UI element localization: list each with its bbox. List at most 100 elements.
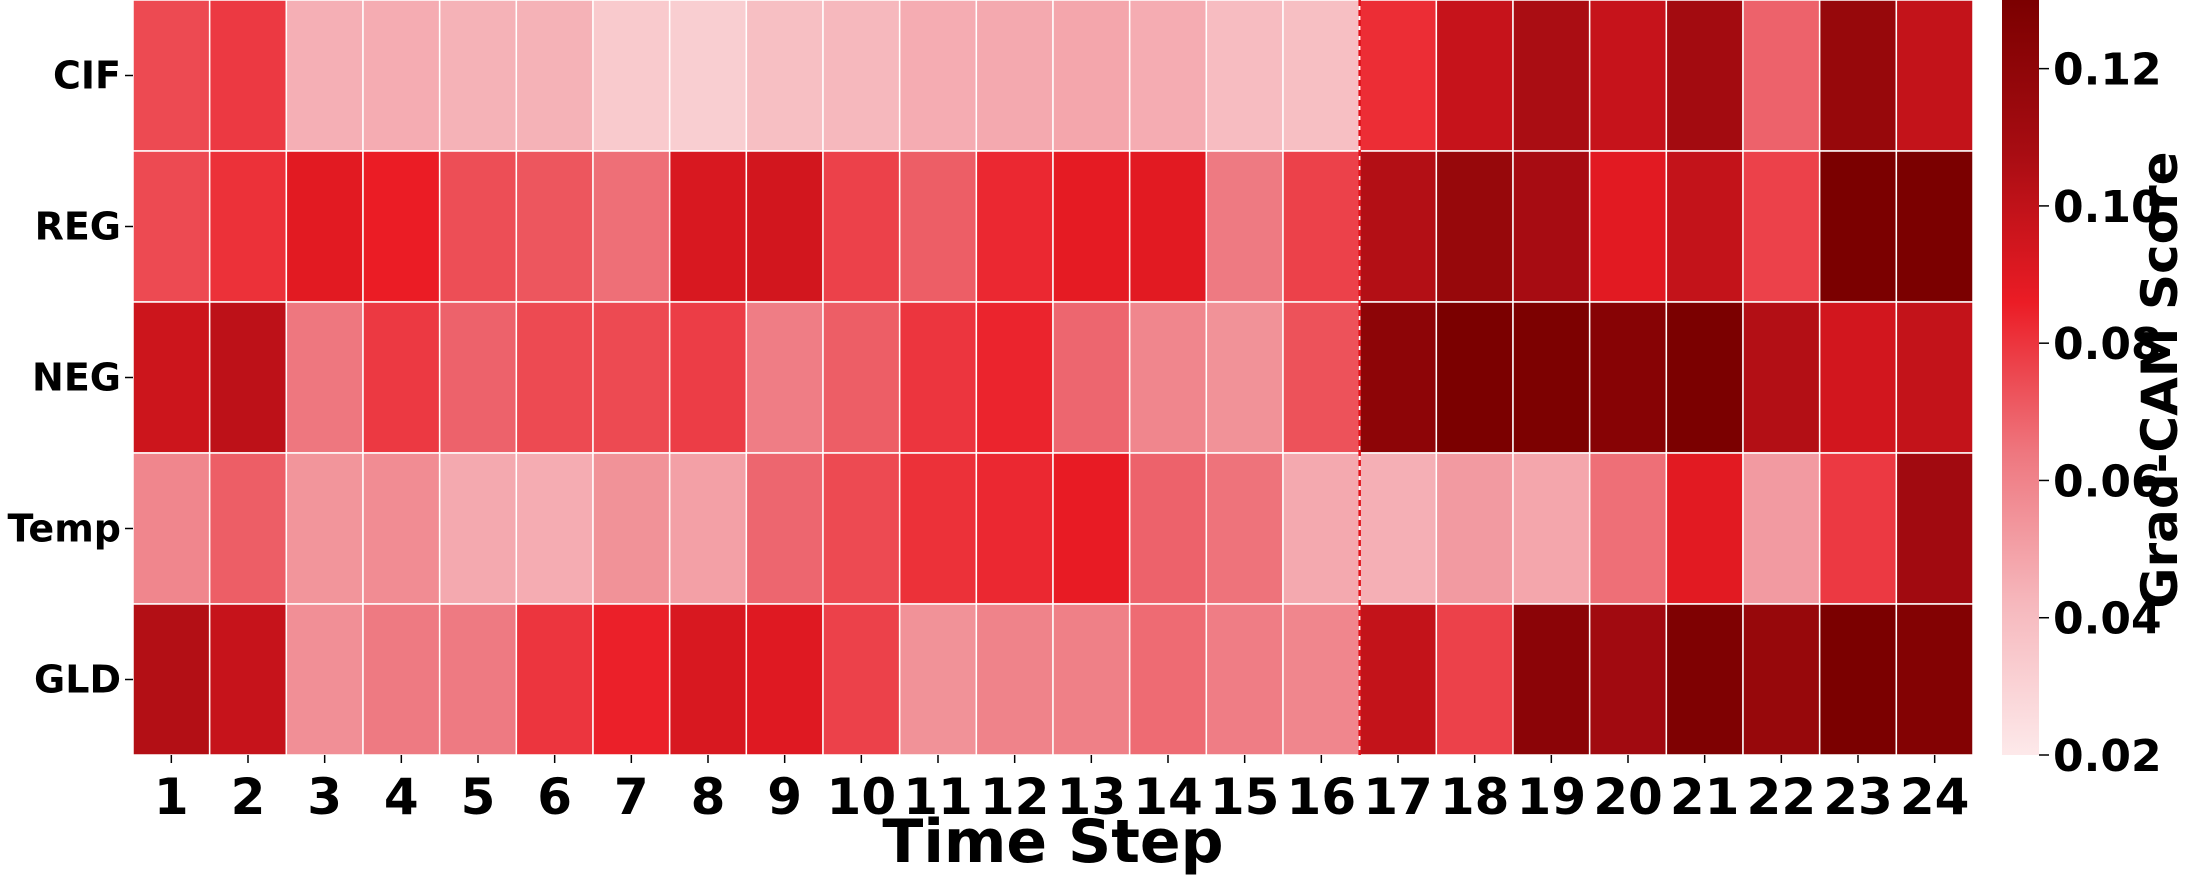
colorbar-tick-label: 0.04 [2053,594,2162,645]
heatmap-cell [1358,603,1438,756]
heatmap-cell [1052,301,1131,454]
heatmap-cell [285,0,364,152]
heatmap-cell [1665,452,1744,605]
heatmap-cell [822,301,901,454]
heatmap-cell [745,0,824,152]
x-tick-label: 17 [1363,768,1433,826]
heatmap-cell [1128,452,1208,605]
heatmap-cell [1358,301,1438,454]
heatmap-cell [1588,150,1668,303]
heatmap-cell [1205,0,1284,152]
heatmap-cell [1895,603,1974,756]
x-axis-title: Time Step [882,807,1223,877]
x-tick-label: 24 [1900,768,1970,826]
heatmap-cell [132,301,211,454]
colorbar-ticks: 0.02 0.04 0.06 0.08 0.10 0.12 [2039,45,2162,782]
heatmap-cell [1512,301,1591,454]
heatmap-cell [362,150,441,303]
heatmap-cell [1128,0,1208,152]
heatmap-cell [438,150,518,303]
heatmap-cell [1665,603,1744,756]
x-tick-label: 12 [980,768,1050,826]
heatmap-cell [1052,452,1131,605]
heatmap-cell [1282,603,1361,756]
x-tick-label: 18 [1440,768,1510,826]
x-tick-label: 11 [903,768,973,826]
heatmap-cell [515,603,594,756]
heatmap-cell [438,0,518,152]
heatmap-cell [132,452,211,605]
heatmap-cell [898,301,978,454]
heatmap-cell [1588,301,1668,454]
heatmap-cells [132,0,1974,756]
heatmap-cell [1435,301,1514,454]
heatmap-cell [1435,150,1514,303]
heatmap-cell [1512,603,1591,756]
heatmap-cell [1895,0,1974,152]
heatmap-cell [438,603,518,756]
row-label: REG [35,205,121,249]
heatmap-cell [1435,603,1514,756]
heatmap-cell [975,0,1054,152]
heatmap-cell [1742,452,1821,605]
colorbar-tick-label: 0.02 [2053,731,2162,782]
row-labels: CIF REG NEG Temp GLD [8,54,133,702]
heatmap-cell [1358,452,1438,605]
heatmap-cell [822,603,901,756]
heatmap-cell [1588,452,1668,605]
heatmap-cell [975,603,1054,756]
colorbar-tick-label: 0.10 [2053,182,2162,233]
heatmap-cell [745,452,824,605]
heatmap-cell [1818,603,1898,756]
heatmap-cell [898,452,978,605]
heatmap-cell [1512,452,1591,605]
x-tick-label: 5 [461,768,496,826]
heatmap-cell [438,452,518,605]
heatmap-cell [592,452,671,605]
heatmap-cell [515,301,594,454]
heatmap-cell [285,150,364,303]
heatmap-cell [898,150,978,303]
heatmap-cell [1665,0,1744,152]
heatmap-cell [1665,301,1744,454]
x-tick-label: 6 [537,768,572,826]
heatmap-cell [1052,150,1131,303]
heatmap-cell [1818,150,1898,303]
x-tick-label: 13 [1057,768,1127,826]
heatmap-cell [822,150,901,303]
x-tick-label: 8 [691,768,726,826]
heatmap-cell [745,301,824,454]
heatmap-cell [1052,603,1131,756]
x-tick-label: 3 [307,768,342,826]
heatmap-cell [1205,603,1284,756]
heatmap-cell [285,452,364,605]
heatmap-cell [1435,0,1514,152]
row-label: Temp [8,507,121,551]
x-tick-label: 19 [1517,768,1587,826]
heatmap-cell [822,452,901,605]
heatmap-cell [1818,0,1898,152]
x-tick-labels: 1 2 3 4 5 6 7 8 9 10 11 12 13 14 15 16 17 18 19 20 21 22 23 24 [154,755,1970,826]
heatmap-cell [1205,150,1284,303]
heatmap-cell [1895,150,1974,303]
heatmap-cell [975,301,1054,454]
heatmap-cell [208,603,288,756]
heatmap-cell [1128,150,1208,303]
heatmap-cell [208,0,288,152]
heatmap-cell [822,0,901,152]
heatmap-cell [1665,150,1744,303]
heatmap-cell [668,301,748,454]
x-tick-label: 14 [1133,768,1203,826]
heatmap-cell [1895,301,1974,454]
heatmap-cell [362,603,441,756]
heatmap-cell [362,0,441,152]
heatmap-cell [1052,0,1131,152]
heatmap-cell [592,150,671,303]
heatmap-cell [132,0,211,152]
heatmap-cell [515,150,594,303]
heatmap-cell [592,0,671,152]
heatmap-cell [208,150,288,303]
heatmap-cell [1818,452,1898,605]
x-tick-label: 2 [231,768,266,826]
heatmap-cell [1282,0,1361,152]
